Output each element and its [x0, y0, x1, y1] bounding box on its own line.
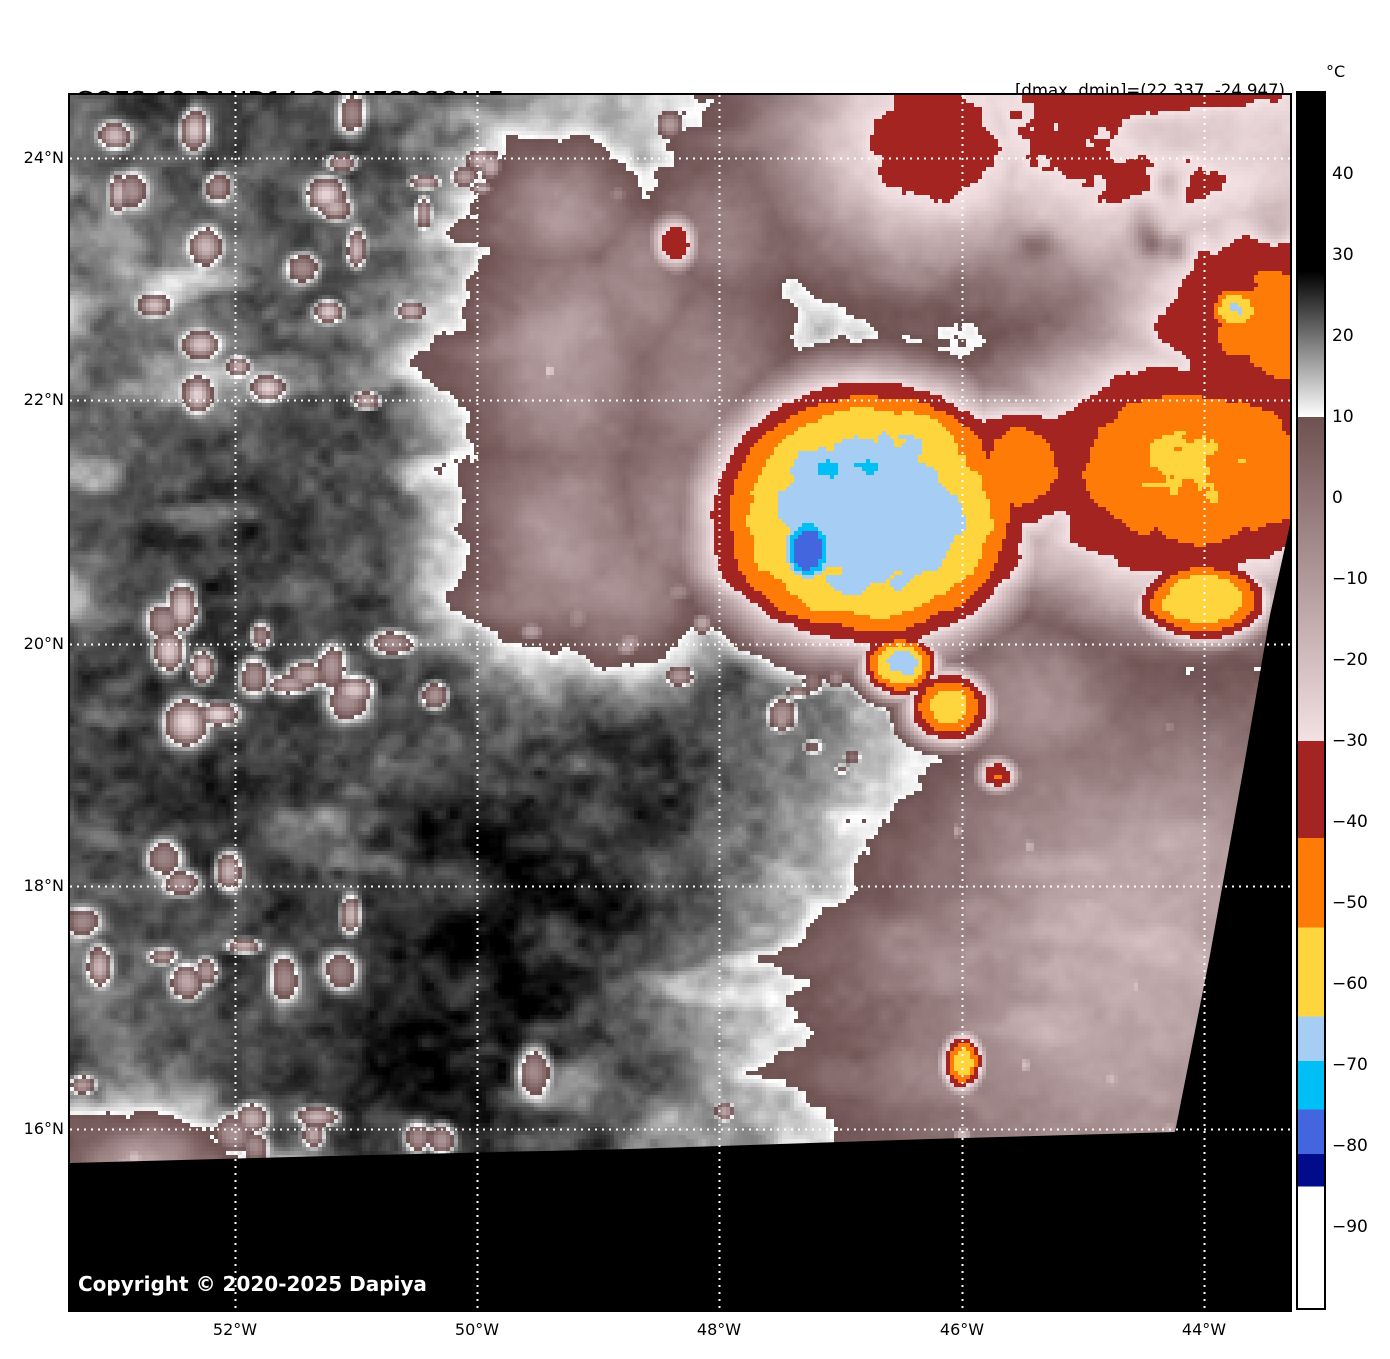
x-tick-label: 44°W [1181, 1320, 1227, 1339]
colorbar-tick-label: 0 [1332, 488, 1343, 508]
y-tick-label: 20°N [23, 634, 64, 653]
colorbar-tick-label: 40 [1332, 164, 1354, 184]
colorbar-tick-label: 20 [1332, 326, 1354, 346]
map-plot-area [68, 93, 1292, 1312]
y-tick-label: 18°N [23, 876, 64, 895]
satellite-image-canvas [70, 95, 1290, 1310]
x-tick-label: 48°W [696, 1320, 742, 1339]
colorbar-tick-label: 30 [1332, 245, 1354, 265]
colorbar [1296, 91, 1326, 1310]
colorbar-tick-label: −50 [1332, 893, 1368, 913]
colorbar-tick-label: 10 [1332, 407, 1354, 427]
colorbar-tick-label: −70 [1332, 1055, 1368, 1075]
x-tick-label: 52°W [212, 1320, 258, 1339]
y-tick-label: 22°N [23, 390, 64, 409]
colorbar-tick-label: −20 [1332, 650, 1368, 670]
x-tick-label: 50°W [454, 1320, 500, 1339]
colorbar-tick-label: −30 [1332, 731, 1368, 751]
y-tick-label: 16°N [23, 1119, 64, 1138]
copyright-text: Copyright © 2020-2025 Dapiya [78, 1272, 427, 1296]
colorbar-tick-label: −10 [1332, 569, 1368, 589]
colorbar-tick-label: −80 [1332, 1136, 1368, 1156]
colorbar-tick-label: −60 [1332, 974, 1368, 994]
colorbar-unit-label: °C [1326, 62, 1346, 81]
colorbar-tick-label: −40 [1332, 812, 1368, 832]
x-tick-label: 46°W [939, 1320, 985, 1339]
colorbar-tick-label: −90 [1332, 1217, 1368, 1237]
y-tick-label: 24°N [23, 148, 64, 167]
